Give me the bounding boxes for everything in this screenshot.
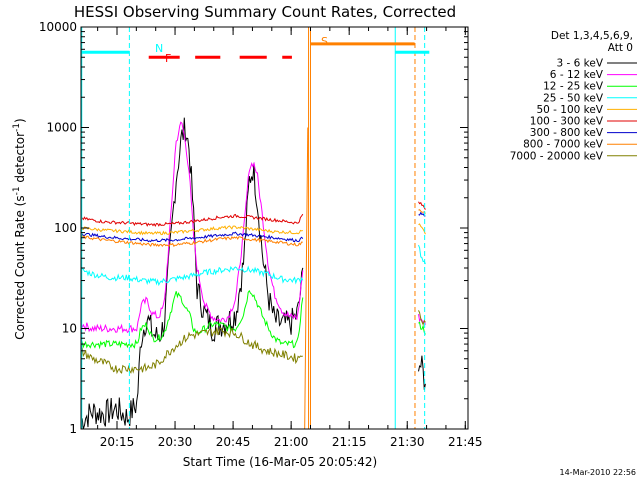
- x-tick-label: 21:30: [390, 435, 425, 449]
- flag-layer: [81, 27, 430, 429]
- x-tick-label: 21:45: [448, 435, 483, 449]
- legend-header-1: Det 1,3,4,5,6,9,: [551, 30, 633, 42]
- x-tick-label: 20:45: [216, 435, 251, 449]
- y-tick-label: 100: [54, 221, 77, 235]
- series-line-post-saa: [418, 310, 426, 326]
- y-tick-label: 10: [62, 322, 77, 336]
- legend-label: 25 - 50 keV: [543, 92, 604, 104]
- series-layer: [81, 117, 426, 429]
- x-tick-label: 21:00: [274, 435, 309, 449]
- y-tick-label: 1000: [46, 121, 77, 135]
- x-tick-label: 21:15: [332, 435, 367, 449]
- legend-label: 6 - 12 keV: [550, 69, 604, 81]
- series-line: [81, 213, 304, 227]
- series-line: [81, 117, 304, 429]
- x-tick-label: 20:30: [158, 435, 193, 449]
- series-line: [81, 289, 304, 350]
- saa-spike: [304, 127, 309, 429]
- legend-label: 800 - 7000 keV: [523, 139, 604, 151]
- series-line: [81, 121, 304, 334]
- y-tick-label: 10000: [39, 20, 77, 34]
- y-axis: 1 10 100 1000 10000: [39, 20, 468, 436]
- legend-label: 100 - 300 keV: [530, 116, 604, 128]
- legend-label: 50 - 100 keV: [536, 104, 603, 116]
- legend-label: 12 - 25 keV: [543, 81, 604, 93]
- x-tick-label: 20:15: [100, 435, 135, 449]
- legend-label: 300 - 800 keV: [530, 127, 604, 139]
- flag-label-night: N: [155, 42, 163, 55]
- flag-label-saa: S: [321, 35, 328, 48]
- series-line: [81, 327, 303, 375]
- x-axis-label: Start Time (16-Mar-05 20:05:42): [183, 455, 377, 469]
- flag-label-flare: F: [165, 52, 171, 65]
- legend-label: 3 - 6 keV: [556, 58, 603, 70]
- series-line: [81, 265, 304, 287]
- y-axis-label: Corrected Count Rate (s-1 detector-1): [12, 118, 27, 339]
- x-axis: 20:15 20:30 20:45 21:00 21:15 21:30 21:45: [97, 27, 483, 449]
- series-line: [81, 225, 303, 236]
- y-tick-label: 1: [69, 422, 77, 436]
- legend-header-2: Att 0: [608, 42, 633, 54]
- chart-title: HESSI Observing Summary Count Rates, Cor…: [74, 3, 456, 21]
- legend-label: 7000 - 20000 keV: [510, 150, 604, 162]
- footer-timestamp: 14-Mar-2010 22:56: [560, 468, 637, 477]
- series-line: [81, 231, 304, 243]
- series-line: [81, 234, 303, 248]
